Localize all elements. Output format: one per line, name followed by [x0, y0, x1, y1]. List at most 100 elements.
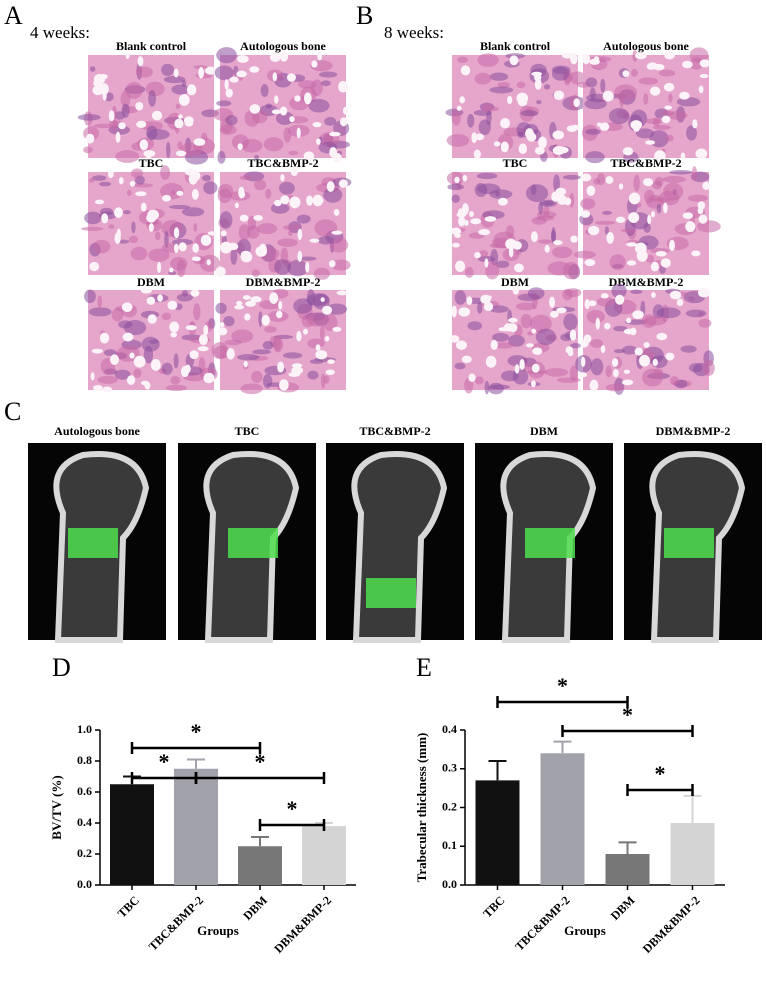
fat-vacuole [326, 181, 335, 192]
fat-vacuole [655, 250, 667, 257]
fat-vacuole [239, 214, 249, 222]
cell-cluster [122, 210, 131, 215]
fat-vacuole [454, 233, 461, 238]
image-label: Blank control [480, 39, 551, 53]
fat-vacuole [599, 122, 610, 131]
fat-vacuole [698, 214, 708, 224]
cell-cluster [97, 295, 103, 308]
roi [525, 528, 575, 558]
fat-vacuole [512, 285, 520, 295]
y-tick-label: 1.0 [77, 722, 92, 736]
y-axis-label: Trabecular thickness (mm) [414, 733, 429, 883]
cell-cluster [556, 377, 581, 383]
y-tick-label: 0.6 [77, 784, 92, 798]
y-tick-label: 0.2 [77, 846, 92, 860]
fat-vacuole [125, 51, 130, 60]
fat-vacuole [186, 84, 197, 96]
fat-vacuole [656, 332, 668, 341]
fat-vacuole [279, 106, 288, 116]
fat-vacuole [618, 183, 624, 190]
cell-cluster [288, 150, 299, 156]
panel-letter: A [4, 1, 23, 30]
x-axis-label: Groups [197, 923, 239, 938]
fat-vacuole [317, 51, 323, 61]
cell-cluster [313, 267, 330, 280]
fat-vacuole [622, 147, 634, 156]
fat-vacuole [151, 110, 163, 121]
x-tick-label: DBM [608, 893, 638, 923]
fat-vacuole [236, 300, 243, 306]
cell-cluster [323, 187, 343, 203]
cell-cluster [609, 254, 626, 270]
fat-vacuole [483, 301, 494, 312]
fat-vacuole [227, 242, 239, 251]
cell-cluster [322, 313, 338, 332]
fat-vacuole [626, 260, 637, 266]
fat-vacuole [612, 369, 619, 378]
cell-cluster [633, 174, 640, 192]
cell-cluster [687, 194, 708, 202]
cell-cluster [88, 178, 95, 183]
cell-cluster [165, 384, 187, 392]
cell-cluster [622, 345, 638, 355]
histology-image [445, 52, 587, 162]
fat-vacuole [191, 256, 201, 262]
fat-vacuole [188, 173, 198, 185]
cell-cluster [171, 238, 194, 246]
panel-letter: D [52, 653, 71, 682]
cell-cluster [580, 198, 596, 210]
fat-vacuole [288, 372, 301, 377]
cell-cluster [489, 384, 510, 390]
fat-vacuole [474, 252, 481, 259]
fat-vacuole [458, 216, 466, 227]
fat-vacuole [553, 240, 563, 246]
cell-cluster [451, 110, 461, 126]
fat-vacuole [245, 300, 256, 307]
fat-vacuole [279, 379, 289, 391]
cell-cluster [217, 188, 232, 204]
cell-cluster [84, 211, 102, 225]
cell-cluster [231, 134, 250, 150]
histology-image [573, 166, 721, 275]
cell-cluster [451, 194, 460, 203]
cell-cluster [484, 380, 490, 395]
image-label: DBM&BMP-2 [656, 424, 731, 438]
roi [366, 578, 416, 608]
fat-vacuole [622, 70, 630, 78]
fat-vacuole [697, 206, 704, 215]
cell-cluster [168, 204, 191, 210]
fat-vacuole [311, 60, 318, 68]
cell-cluster [203, 181, 218, 195]
cell-cluster [307, 370, 319, 380]
fat-vacuole [685, 221, 696, 233]
cell-cluster [698, 318, 712, 328]
fat-vacuole [584, 259, 596, 267]
cell-cluster [467, 321, 483, 331]
fat-vacuole [139, 139, 149, 151]
histology-image [446, 171, 582, 280]
cell-cluster [219, 211, 233, 229]
cell-cluster [585, 77, 598, 88]
fat-vacuole [315, 344, 321, 351]
cell-cluster [551, 66, 570, 81]
cell-cluster [254, 179, 267, 191]
cell-cluster [240, 383, 263, 395]
fat-vacuole [469, 211, 474, 218]
image-label: DBM&BMP-2 [609, 275, 684, 289]
cell-cluster [287, 259, 308, 277]
cell-cluster [474, 182, 488, 198]
roi [228, 528, 278, 558]
fat-vacuole [137, 56, 144, 67]
fat-vacuole [484, 258, 489, 268]
fat-vacuole [600, 345, 606, 354]
fat-vacuole [602, 90, 614, 102]
histology-image [80, 165, 221, 278]
fat-vacuole [484, 216, 497, 222]
fat-vacuole [226, 348, 235, 360]
fat-vacuole [236, 55, 249, 63]
cell-cluster [614, 84, 638, 101]
cell-cluster [474, 376, 484, 385]
cell-cluster [111, 307, 124, 322]
cell-cluster [108, 224, 115, 229]
cell-cluster [497, 82, 511, 88]
